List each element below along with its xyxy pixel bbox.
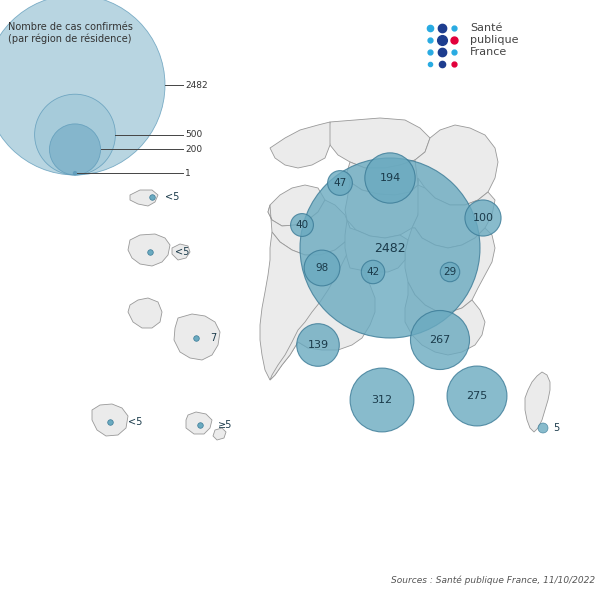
Text: 7: 7: [210, 333, 216, 343]
Circle shape: [365, 153, 415, 203]
Circle shape: [297, 324, 339, 366]
Text: 275: 275: [466, 391, 488, 401]
Polygon shape: [172, 244, 190, 260]
Text: Santé
publique
France: Santé publique France: [470, 23, 518, 58]
Polygon shape: [412, 185, 495, 248]
Text: 194: 194: [379, 173, 401, 183]
Polygon shape: [345, 182, 420, 238]
Polygon shape: [525, 372, 550, 432]
Text: 100: 100: [473, 213, 493, 223]
Text: ≥5: ≥5: [218, 420, 232, 430]
Circle shape: [49, 124, 101, 175]
Circle shape: [304, 250, 340, 286]
Polygon shape: [328, 118, 430, 168]
Circle shape: [440, 262, 460, 282]
Polygon shape: [268, 200, 350, 255]
Polygon shape: [186, 412, 212, 434]
Polygon shape: [405, 228, 495, 312]
Circle shape: [350, 368, 414, 432]
Circle shape: [290, 214, 313, 236]
Circle shape: [35, 94, 115, 175]
Circle shape: [410, 310, 470, 370]
Text: 47: 47: [334, 178, 347, 188]
Text: 98: 98: [316, 263, 329, 273]
Polygon shape: [268, 185, 325, 226]
Text: 500: 500: [185, 130, 202, 139]
Text: <5: <5: [128, 417, 142, 427]
Text: Nombre de cas confirmés
(par région de résidence): Nombre de cas confirmés (par région de r…: [8, 22, 133, 44]
Text: <5: <5: [175, 247, 190, 257]
Text: <5: <5: [165, 192, 179, 202]
Polygon shape: [128, 298, 162, 328]
Text: 139: 139: [307, 340, 329, 350]
Text: 2482: 2482: [185, 80, 208, 89]
Polygon shape: [298, 242, 362, 348]
Text: 312: 312: [371, 395, 392, 405]
Text: 5: 5: [553, 423, 559, 433]
Polygon shape: [347, 160, 420, 195]
Circle shape: [73, 172, 77, 175]
Circle shape: [300, 158, 480, 338]
Polygon shape: [213, 428, 226, 440]
Text: 200: 200: [185, 145, 202, 154]
Polygon shape: [415, 125, 498, 205]
Text: 42: 42: [367, 267, 380, 277]
Polygon shape: [345, 220, 408, 272]
Circle shape: [328, 170, 352, 196]
Polygon shape: [128, 234, 170, 266]
Text: Sources : Santé publique France, 11/10/2022: Sources : Santé publique France, 11/10/2…: [391, 575, 595, 585]
Text: 267: 267: [430, 335, 451, 345]
Polygon shape: [260, 232, 350, 380]
Circle shape: [465, 200, 501, 236]
Text: 2482: 2482: [374, 241, 406, 254]
Polygon shape: [130, 190, 158, 206]
Polygon shape: [270, 122, 330, 168]
Polygon shape: [92, 404, 128, 436]
Polygon shape: [174, 314, 220, 360]
Text: 1: 1: [185, 169, 191, 178]
Text: 29: 29: [443, 267, 457, 277]
Text: 40: 40: [295, 220, 308, 230]
Circle shape: [361, 260, 385, 284]
Polygon shape: [270, 252, 375, 380]
Circle shape: [447, 366, 507, 426]
Circle shape: [0, 0, 165, 175]
Circle shape: [538, 423, 548, 433]
Polygon shape: [405, 282, 485, 355]
